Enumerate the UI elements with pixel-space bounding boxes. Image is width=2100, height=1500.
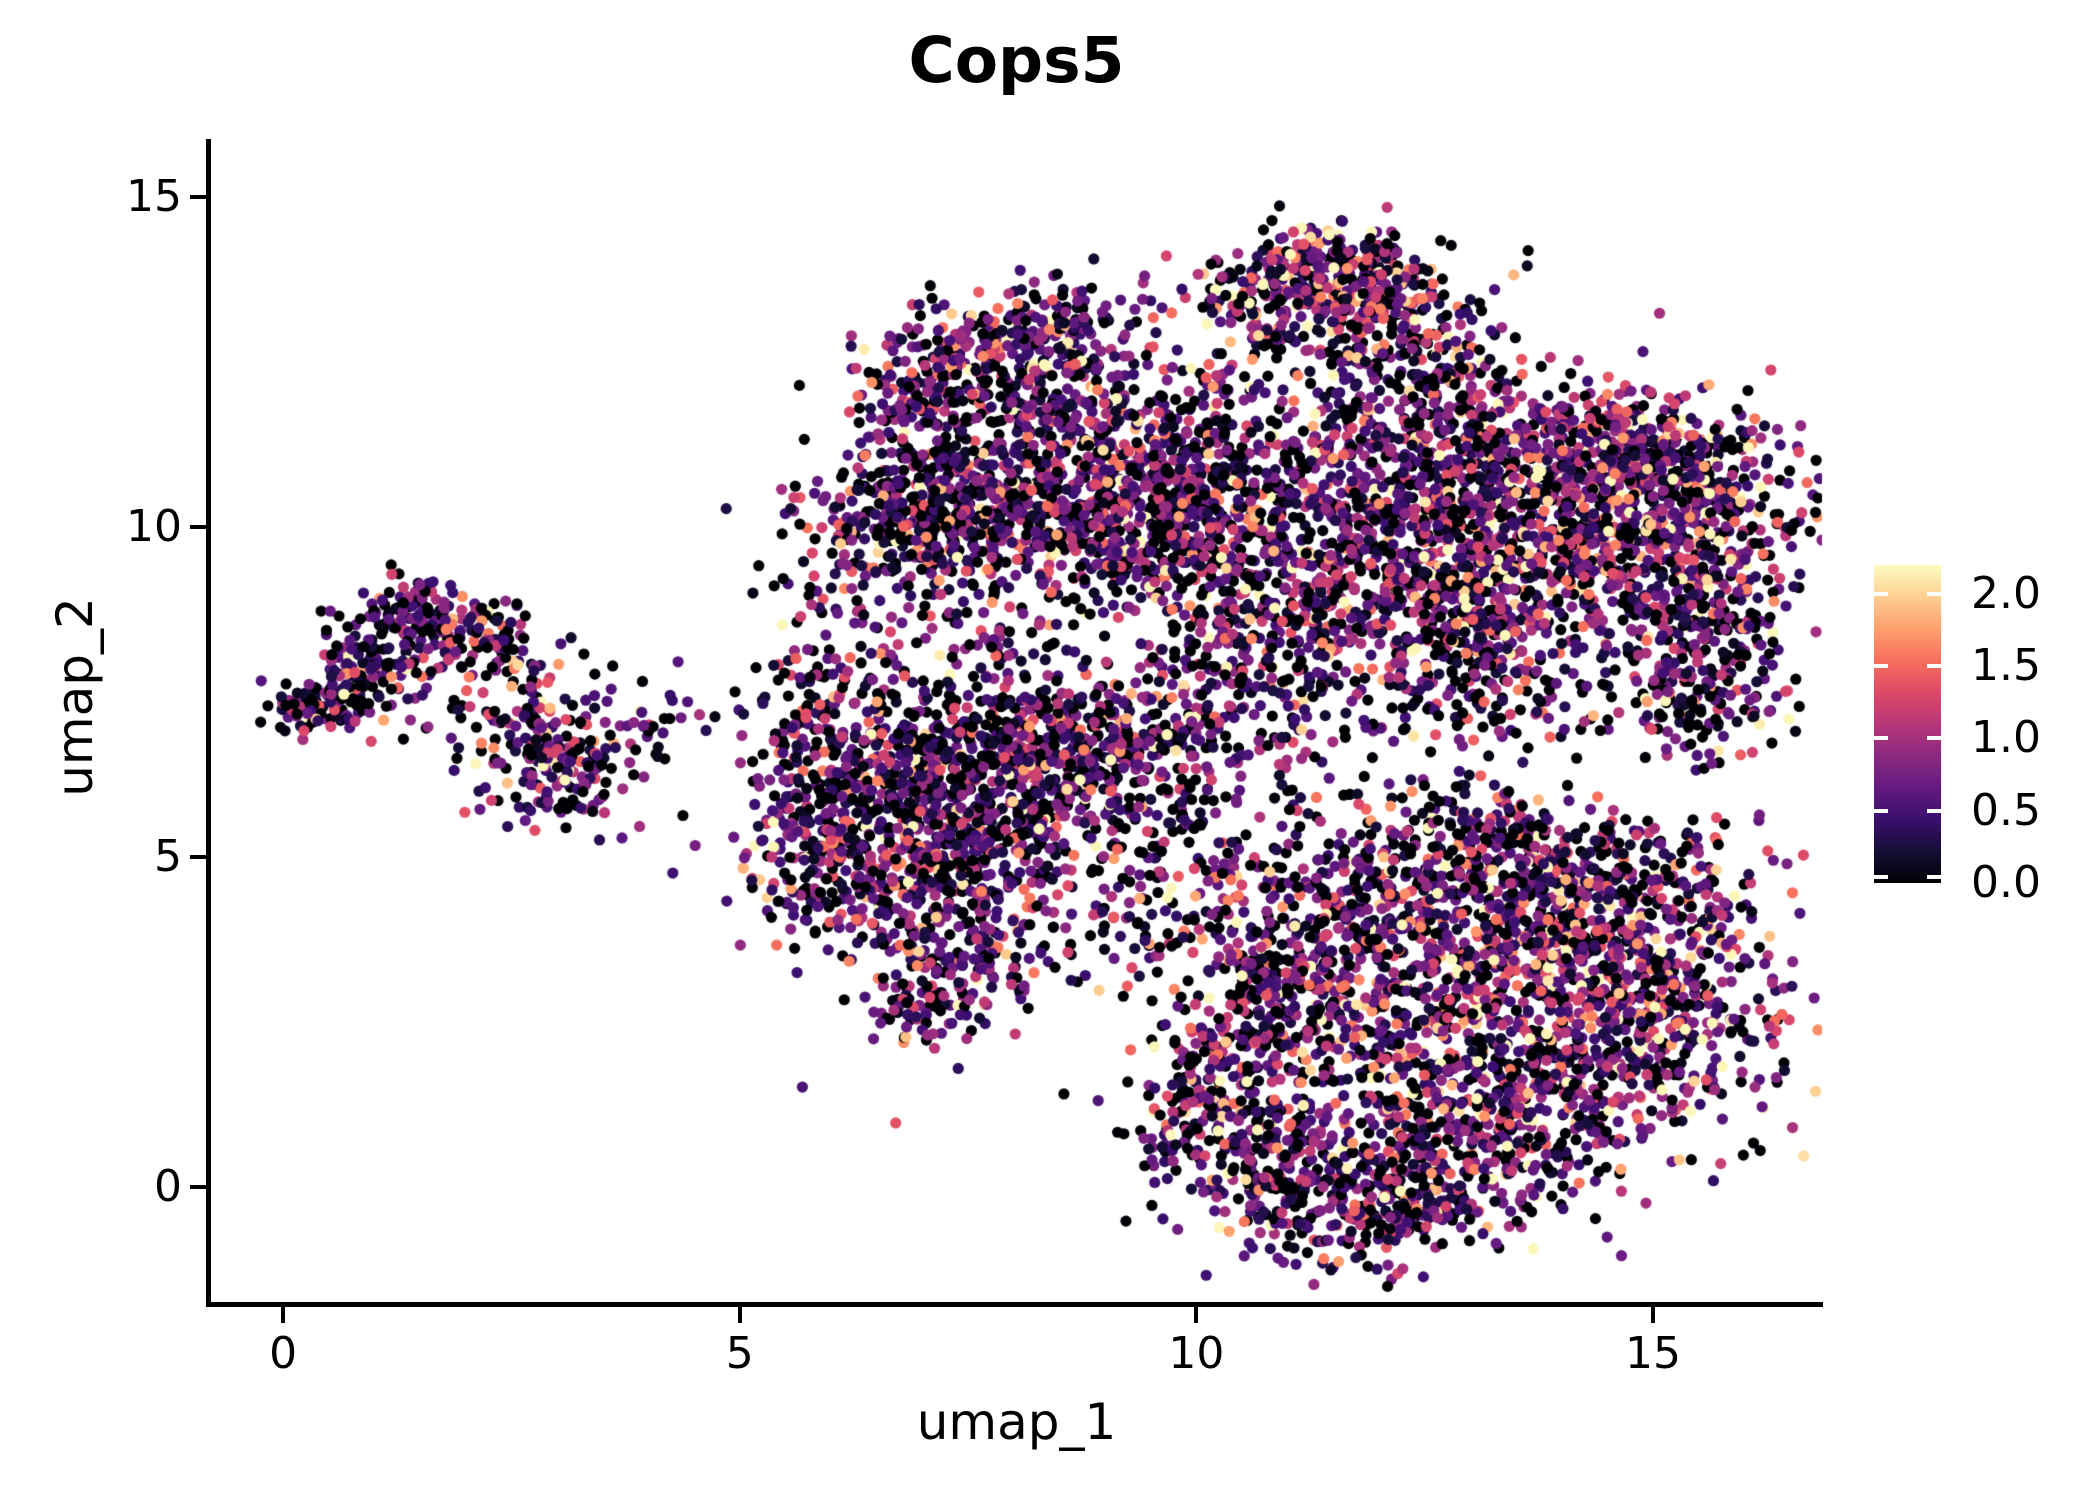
colorbar-gradient: [1874, 565, 1941, 883]
y-tick-label: 5: [154, 830, 182, 882]
y-axis-title: umap_2: [46, 597, 104, 797]
y-tick-mark: [190, 524, 206, 529]
x-tick-label: 15: [1625, 1328, 1682, 1379]
plot-title: Cops5: [908, 24, 1125, 97]
y-tick-label: 0: [154, 1160, 182, 1212]
x-tick-label: 0: [269, 1328, 298, 1379]
x-tick-mark: [281, 1307, 286, 1323]
colorbar-tick-mark: [1874, 808, 1888, 813]
y-tick-mark: [190, 854, 206, 859]
x-axis-title: umap_1: [916, 1393, 1117, 1451]
colorbar-tick-mark: [1874, 736, 1888, 741]
x-tick-mark: [737, 1307, 742, 1323]
colorbar-tick-mark: [1927, 664, 1941, 669]
y-tick-label: 10: [126, 500, 182, 552]
colorbar-tick-mark: [1874, 875, 1888, 879]
colorbar-tick-mark: [1927, 875, 1941, 879]
x-tick-mark: [1651, 1307, 1656, 1323]
colorbar-tick-label: 1.0: [1971, 712, 2041, 764]
colorbar-tick-label: 0.5: [1971, 784, 2041, 836]
y-tick-mark: [190, 1184, 206, 1189]
y-tick-mark: [190, 194, 206, 199]
x-tick-mark: [1194, 1307, 1199, 1323]
y-axis-line: [206, 139, 211, 1307]
colorbar-tick-label: 0.0: [1971, 857, 2041, 908]
colorbar-tick-mark: [1927, 736, 1941, 741]
x-tick-label: 10: [1168, 1328, 1225, 1379]
colorbar-tick-mark: [1927, 808, 1941, 813]
colorbar: [1874, 565, 1941, 883]
y-tick-label: 15: [126, 170, 182, 222]
x-axis-line: [206, 1302, 1823, 1307]
colorbar-tick-label: 2.0: [1971, 567, 2041, 619]
colorbar-tick-label: 1.5: [1971, 640, 2041, 692]
colorbar-tick-mark: [1874, 591, 1888, 596]
colorbar-tick-mark: [1874, 664, 1888, 669]
x-tick-label: 5: [725, 1328, 754, 1379]
colorbar-tick-mark: [1927, 591, 1941, 596]
